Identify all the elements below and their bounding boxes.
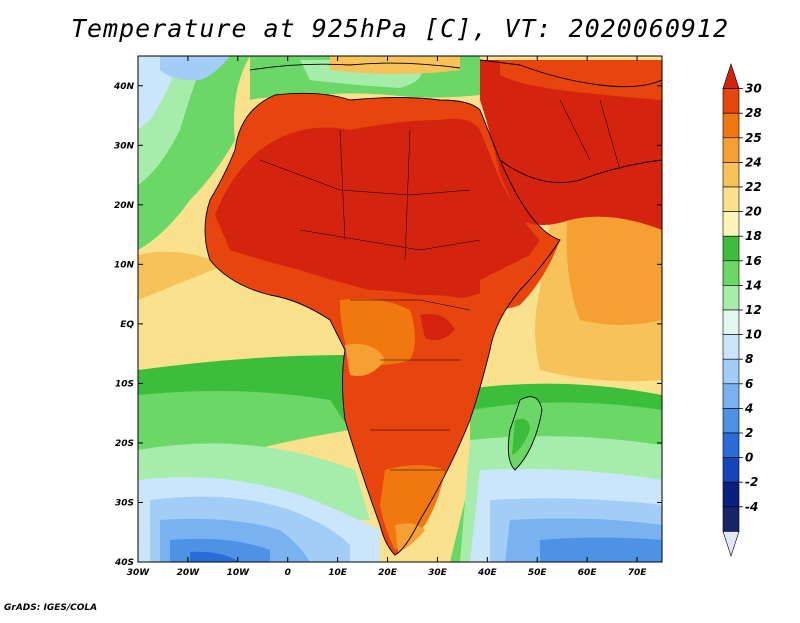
- lat-tick-label: 30N: [114, 141, 135, 151]
- colorbar-swatch: [722, 432, 740, 458]
- colorbar-swatch: [722, 285, 740, 311]
- lon-tick-label: 50E: [528, 568, 548, 578]
- colorbar-swatch: [722, 457, 740, 483]
- lat-tick-label: 10N: [114, 260, 135, 270]
- colorbar-label: 25: [745, 131, 762, 145]
- lon-tick-label: 40E: [477, 568, 498, 578]
- lat-tick-label: 40N: [113, 82, 135, 92]
- colorbar-label: 10: [745, 328, 762, 342]
- colorbar-swatch: [722, 63, 740, 89]
- colorbar-swatch: [722, 186, 740, 212]
- lat-tick-label: EQ: [120, 320, 134, 330]
- colorbar-label: 12: [745, 303, 762, 317]
- colorbar-swatch: [722, 88, 740, 114]
- colorbar-swatch: [722, 235, 740, 262]
- map-frame: [137, 55, 663, 563]
- colorbar-swatch: [722, 137, 740, 163]
- colorbar-swatch: [722, 334, 740, 360]
- lon-tick-label: 0: [285, 568, 291, 578]
- lat-tick-label: 20S: [115, 439, 134, 449]
- colorbar-label: 20: [745, 205, 762, 219]
- colorbar-label: -4: [745, 500, 758, 514]
- colorbar-label: 6: [745, 377, 753, 391]
- colorbar-label: 0: [745, 451, 753, 465]
- lon-tick-label: 20E: [378, 568, 398, 578]
- colorbar-swatch: [722, 383, 740, 409]
- colorbar-swatch: [722, 358, 740, 385]
- colorbar-label: 2: [745, 426, 753, 440]
- colorbar-label: 22: [745, 180, 762, 194]
- colorbar-swatch: [722, 260, 740, 286]
- country-borders: [259, 99, 621, 471]
- map-title: Temperature at 925hPa [C], VT: 202006091…: [70, 14, 730, 43]
- colorbar-label: 18: [745, 229, 762, 243]
- lon-tick-label: 70E: [628, 568, 648, 578]
- lat-tick-label: 20N: [114, 201, 135, 211]
- lat-tick-label: 30S: [115, 498, 134, 508]
- lat-tick-label: 10S: [115, 379, 134, 389]
- latitude-axis: 40N 30N 20N 10N EQ 10S 20S 30S 40S: [113, 82, 662, 568]
- lon-tick-label: 10E: [328, 568, 348, 578]
- colorbar-swatch: [722, 309, 740, 335]
- colorbar-swatch: [722, 506, 740, 532]
- colorbar-label: 4: [744, 401, 753, 415]
- lon-tick-label: 30W: [127, 568, 151, 578]
- colorbar-swatch: [722, 408, 740, 434]
- colorbar-label: 14: [745, 278, 762, 292]
- colorbar-swatch: [722, 531, 740, 557]
- colorbar-label: 30: [745, 82, 762, 96]
- colorbar-swatch: [722, 211, 740, 237]
- colorbar-label: 28: [745, 106, 762, 120]
- lat-tick-label: 40S: [114, 558, 134, 568]
- longitude-axis: 30W 20W 10W 0 10E 20E 30E 40E 50E 60E 70E: [127, 56, 647, 578]
- colorbar-label: 8: [745, 352, 753, 366]
- temperature-field: [138, 56, 662, 562]
- colorbar-swatch: [722, 481, 740, 508]
- coastlines: [204, 59, 662, 556]
- colorbar-label: 16: [745, 254, 762, 268]
- colorbar-label: -2: [745, 475, 758, 489]
- lon-tick-label: 30E: [428, 568, 448, 578]
- lon-tick-label: 60E: [578, 568, 598, 578]
- colorbar-swatch: [722, 162, 740, 188]
- colorbar-label: 24: [745, 155, 762, 169]
- lon-tick-label: 10W: [227, 568, 251, 578]
- lon-tick-label: 20W: [177, 568, 201, 578]
- footer-credit: GrADS: IGES/COLA: [4, 603, 98, 613]
- colorbar-swatch: [722, 112, 740, 139]
